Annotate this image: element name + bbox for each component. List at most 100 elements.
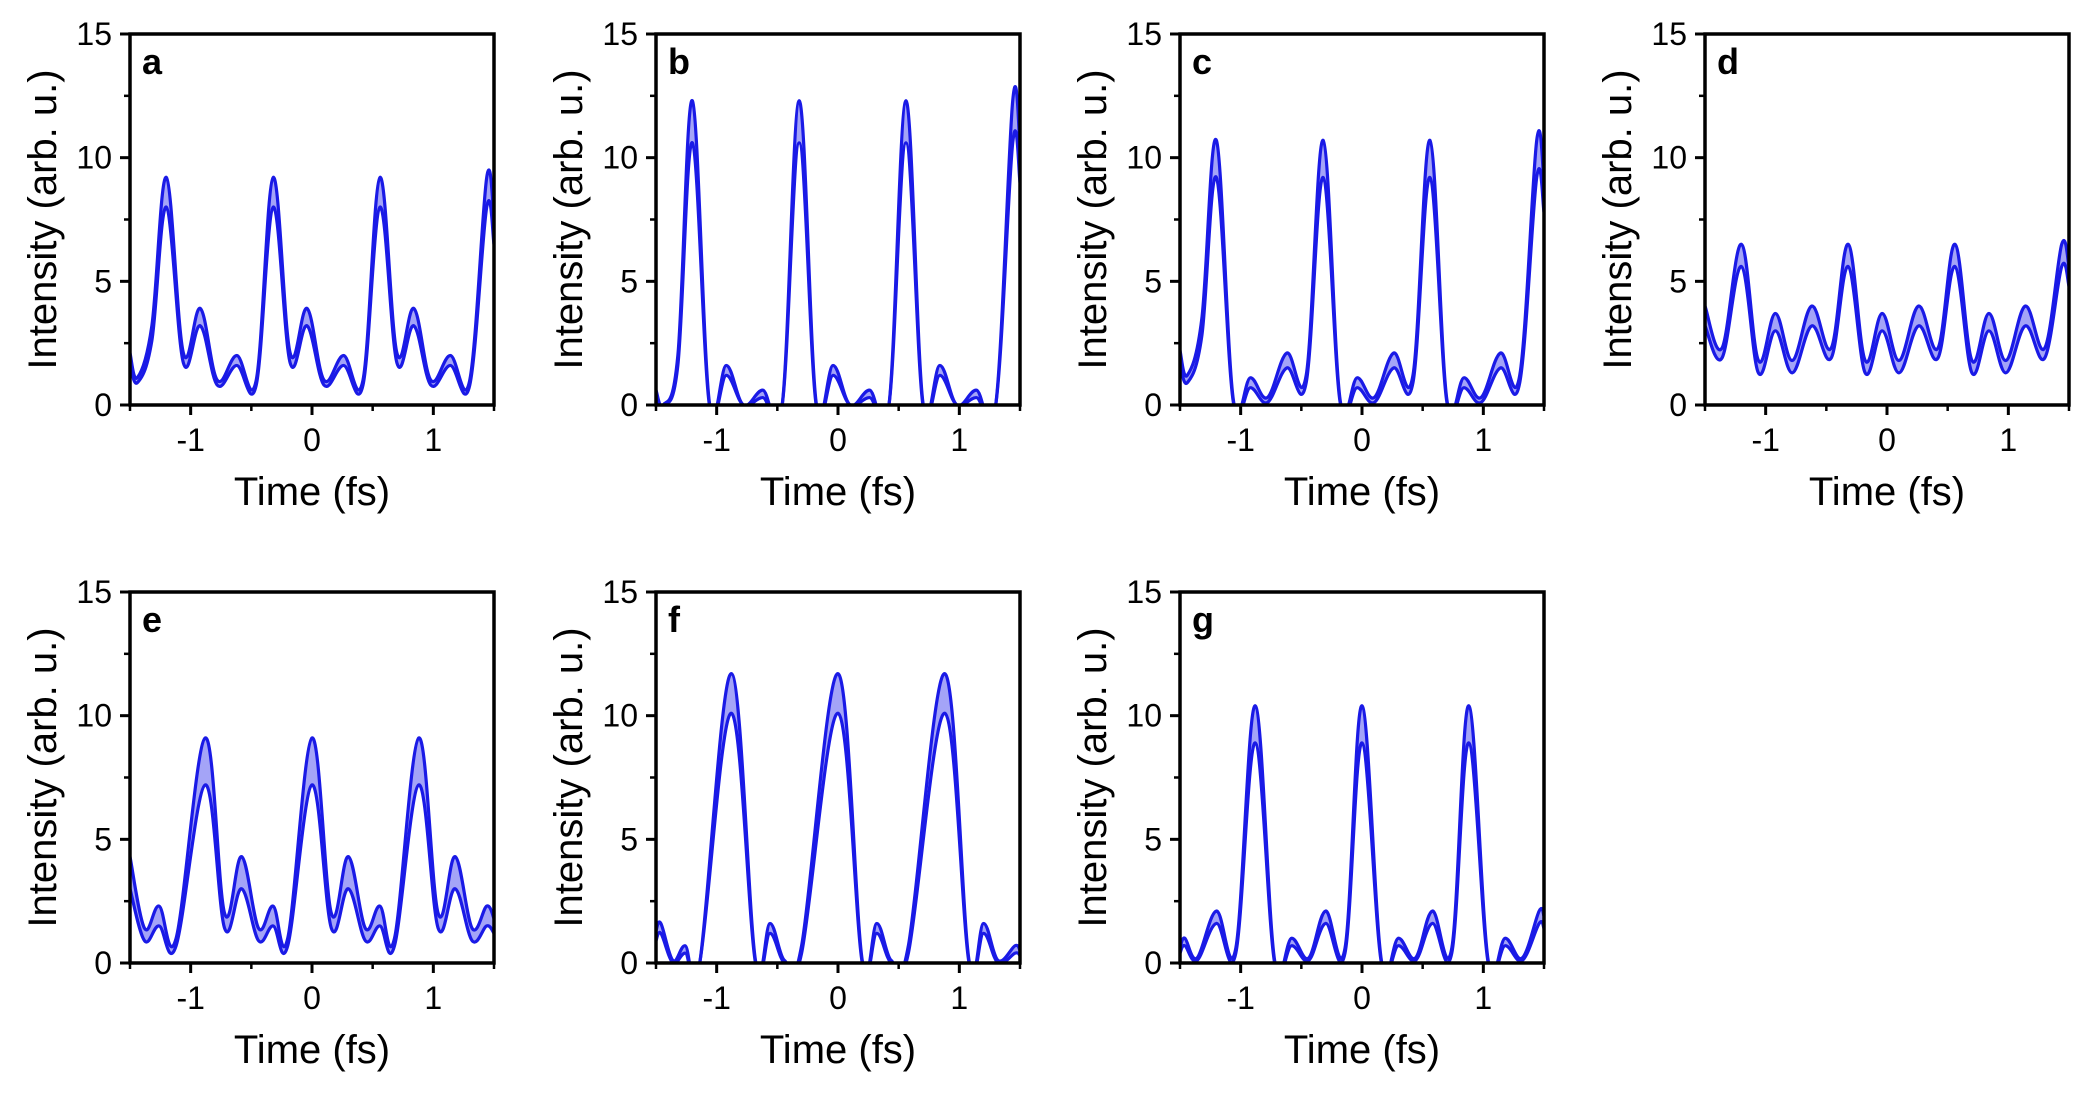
y-tick-label: 0 (1669, 387, 1687, 423)
series-line-lower (1180, 741, 1544, 963)
axes-frame (654, 32, 1022, 407)
y-axis-title: Intensity (arb. u.) (21, 69, 65, 369)
axes-frame (1178, 590, 1546, 965)
x-tick-label: -1 (1226, 422, 1254, 458)
y-tick-label: 15 (602, 16, 638, 52)
y-tick-label: 5 (620, 821, 638, 857)
y-tick-label: 5 (94, 821, 112, 857)
x-tick-label: 1 (950, 422, 968, 458)
uncertainty-band (130, 169, 494, 395)
y-tick-label: 15 (602, 574, 638, 610)
series-line-upper (130, 736, 494, 949)
series-line-lower (656, 711, 1020, 963)
x-tick-label: -1 (1751, 422, 1779, 458)
y-tick-label: 10 (76, 698, 112, 734)
x-tick-label: 1 (1474, 980, 1492, 1016)
panel-g: 0 5 10 15 -1 0 1 Time (fs) Intensity (arb. u.) g (1071, 574, 1546, 1072)
x-axis-title: Time (fs) (760, 470, 916, 514)
y-tick-label: 0 (620, 387, 638, 423)
x-axis-title: Time (fs) (1809, 470, 1965, 514)
y-tick-label: 15 (76, 16, 112, 52)
series-line-lower (130, 783, 494, 956)
uncertainty-band (130, 737, 494, 954)
plot-area (130, 168, 494, 396)
y-axis-title: Intensity (arb. u.) (1596, 69, 1640, 369)
panel-e: 0 5 10 15 -1 0 1 Time (fs) Intensity (arb. u.) e (21, 574, 496, 1072)
y-tick-label: 0 (94, 945, 112, 981)
plot-area (656, 672, 1020, 963)
panel-d: 0 5 10 15 -1 0 1 Time (fs) Intensity (arb. u.) d (1596, 16, 2071, 514)
series-line-lower (1705, 261, 2069, 377)
series-line-upper (656, 85, 1020, 405)
y-tick-label: 10 (1126, 140, 1162, 176)
y-tick-label: 0 (1144, 387, 1162, 423)
panel-c: 0 5 10 15 -1 0 1 Time (fs) Intensity (arb. u.) c (1071, 16, 1546, 514)
uncertainty-band (656, 86, 1020, 405)
x-tick-label: -1 (702, 980, 730, 1016)
x-tick-label: 1 (424, 422, 442, 458)
panel-letter: b (668, 41, 690, 82)
panel-letter: c (1192, 41, 1212, 82)
x-tick-label: 0 (829, 422, 847, 458)
axes-frame (128, 32, 496, 407)
y-tick-label: 10 (602, 698, 638, 734)
y-tick-label: 10 (76, 140, 112, 176)
y-axis-title: Intensity (arb. u.) (1071, 69, 1115, 369)
y-tick-label: 5 (94, 263, 112, 299)
x-tick-label: 0 (1353, 980, 1371, 1016)
y-axis-title: Intensity (arb. u.) (21, 627, 65, 927)
series-line-lower (656, 129, 1020, 405)
panel-a: 0 5 10 15 -1 0 1 Time (fs) Intensity (arb. u.) a (21, 16, 496, 514)
series-line-lower (130, 199, 494, 396)
y-axis-title: Intensity (arb. u.) (1071, 627, 1115, 927)
axes-frame (1178, 32, 1546, 407)
y-tick-label: 15 (1126, 574, 1162, 610)
series-line-upper (1180, 129, 1544, 405)
x-tick-label: 0 (829, 980, 847, 1016)
x-tick-label: -1 (176, 980, 204, 1016)
y-tick-label: 15 (1651, 16, 1687, 52)
y-axis-title: Intensity (arb. u.) (547, 627, 591, 927)
x-axis-title: Time (fs) (234, 470, 390, 514)
x-tick-label: 0 (303, 422, 321, 458)
x-axis-title: Time (fs) (234, 1028, 390, 1072)
y-tick-label: 0 (94, 387, 112, 423)
series-line-lower (1180, 167, 1544, 405)
y-tick-label: 15 (76, 574, 112, 610)
x-axis-title: Time (fs) (1284, 1028, 1440, 1072)
x-tick-label: 1 (424, 980, 442, 1016)
panel-f: 0 5 10 15 -1 0 1 Time (fs) Intensity (arb. u.) f (547, 574, 1022, 1072)
y-tick-label: 5 (1144, 821, 1162, 857)
x-tick-label: 0 (1878, 422, 1896, 458)
x-axis-title: Time (fs) (760, 1028, 916, 1072)
uncertainty-band (1705, 240, 2069, 375)
panel-letter: f (668, 599, 681, 640)
x-tick-label: 0 (1353, 422, 1371, 458)
plot-area (1180, 129, 1544, 405)
x-tick-label: 1 (1999, 422, 2017, 458)
y-tick-label: 15 (1126, 16, 1162, 52)
panel-letter: d (1717, 41, 1739, 82)
panel-letter: g (1192, 599, 1214, 640)
x-tick-label: -1 (702, 422, 730, 458)
panel-letter: e (142, 599, 162, 640)
plot-area (1180, 704, 1544, 963)
plot-area (130, 736, 494, 956)
plot-area (656, 85, 1020, 405)
y-tick-label: 5 (620, 263, 638, 299)
x-tick-label: -1 (1226, 980, 1254, 1016)
y-tick-label: 10 (1651, 140, 1687, 176)
y-axis-title: Intensity (arb. u.) (547, 69, 591, 369)
series-line-upper (1705, 239, 2069, 364)
x-axis-title: Time (fs) (1284, 470, 1440, 514)
panel-b: 0 5 10 15 -1 0 1 Time (fs) Intensity (arb. u.) b (547, 16, 1022, 514)
x-tick-label: 1 (1474, 422, 1492, 458)
x-tick-label: -1 (176, 422, 204, 458)
y-tick-label: 0 (620, 945, 638, 981)
y-tick-label: 5 (1669, 263, 1687, 299)
x-tick-label: 0 (303, 980, 321, 1016)
y-tick-label: 10 (1126, 698, 1162, 734)
panel-letter: a (142, 41, 163, 82)
y-tick-label: 0 (1144, 945, 1162, 981)
